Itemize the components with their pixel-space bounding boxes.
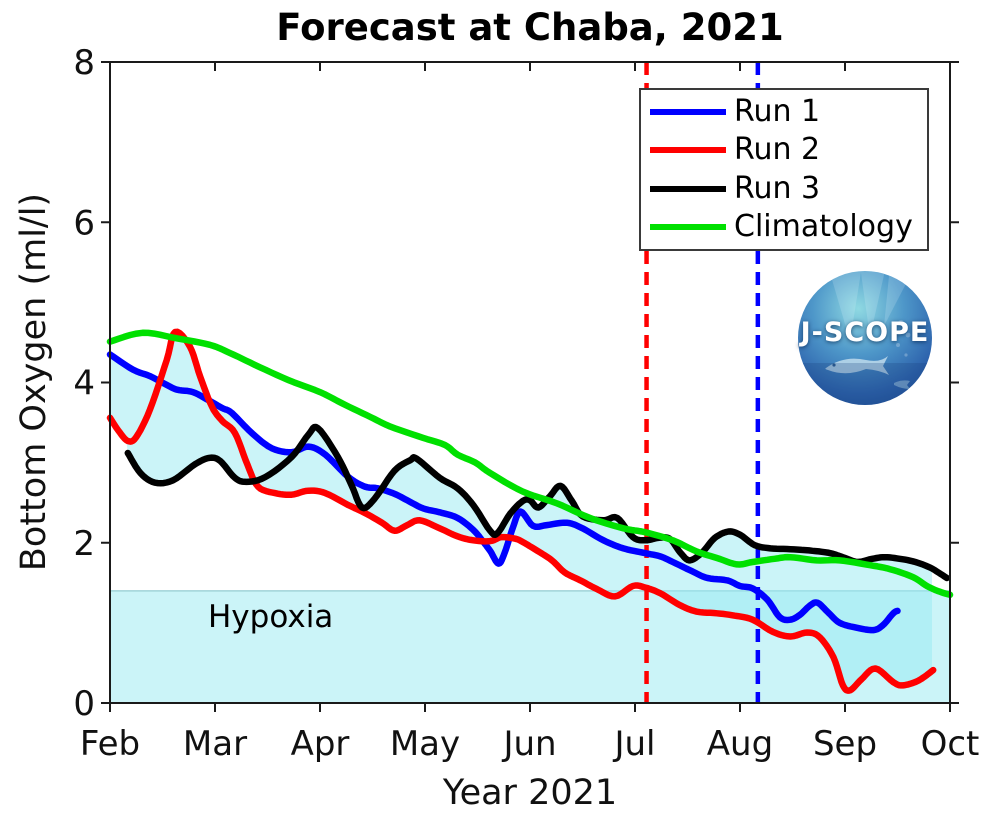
ytick-label-8: 8	[73, 43, 95, 83]
legend-swatch-run1	[650, 109, 726, 116]
xtick-label-sep: Sep	[813, 724, 877, 764]
series-line-run-1	[106, 351, 901, 634]
axis-ticks	[101, 61, 959, 712]
xtick-label-jun: Jun	[501, 724, 556, 764]
legend: Run 1 Run 2 Run 3 Climatology	[639, 88, 929, 251]
legend-label-run2: Run 2	[734, 132, 821, 168]
jscope-logo-image	[798, 271, 932, 405]
legend-item-climatology: Climatology	[650, 208, 927, 244]
x-axis-label: Year 2021	[442, 773, 618, 813]
chart-title: Forecast at Chaba, 2021	[276, 6, 784, 49]
y-axis-label: Bottom Oxygen (ml/l)	[14, 192, 54, 572]
legend-item-run2: Run 2	[650, 135, 927, 165]
axis-tick-labels: Feb Mar Apr May Jun Jul Aug Sep Oct 0 2 4 6 8	[73, 43, 979, 764]
legend-swatch-run3	[650, 185, 726, 192]
bubbles	[896, 320, 911, 357]
jscope-logo-text: J-SCOPE	[800, 317, 930, 348]
jscope-logo: J-SCOPE	[798, 271, 932, 405]
legend-label-climatology: Climatology	[734, 208, 913, 244]
legend-swatch-climatology	[650, 223, 726, 230]
legend-item-run3: Run 3	[650, 170, 927, 206]
legend-label-run1: Run 1	[734, 94, 821, 130]
series-line-run-2	[106, 328, 937, 694]
ytick-label-0: 0	[73, 684, 95, 724]
legend-swatch-run2	[650, 147, 726, 154]
xtick-label-feb: Feb	[80, 724, 140, 764]
ytick-label-2: 2	[73, 524, 95, 564]
xtick-label-mar: Mar	[183, 724, 247, 764]
legend-label-run3: Run 3	[734, 170, 821, 206]
xtick-label-may: May	[390, 724, 460, 764]
xtick-label-jul: Jul	[612, 724, 655, 764]
xtick-label-oct: Oct	[921, 724, 980, 764]
fish-icon	[825, 356, 910, 389]
xtick-label-aug: Aug	[707, 724, 773, 764]
ytick-label-4: 4	[73, 364, 95, 404]
hypoxia-label: Hypoxia	[208, 599, 334, 635]
ytick-label-6: 6	[73, 203, 95, 243]
series-line-climatology	[106, 329, 954, 599]
xtick-label-apr: Apr	[291, 724, 350, 764]
legend-item-run1: Run 1	[650, 97, 927, 127]
series-line-run-3	[124, 423, 951, 582]
